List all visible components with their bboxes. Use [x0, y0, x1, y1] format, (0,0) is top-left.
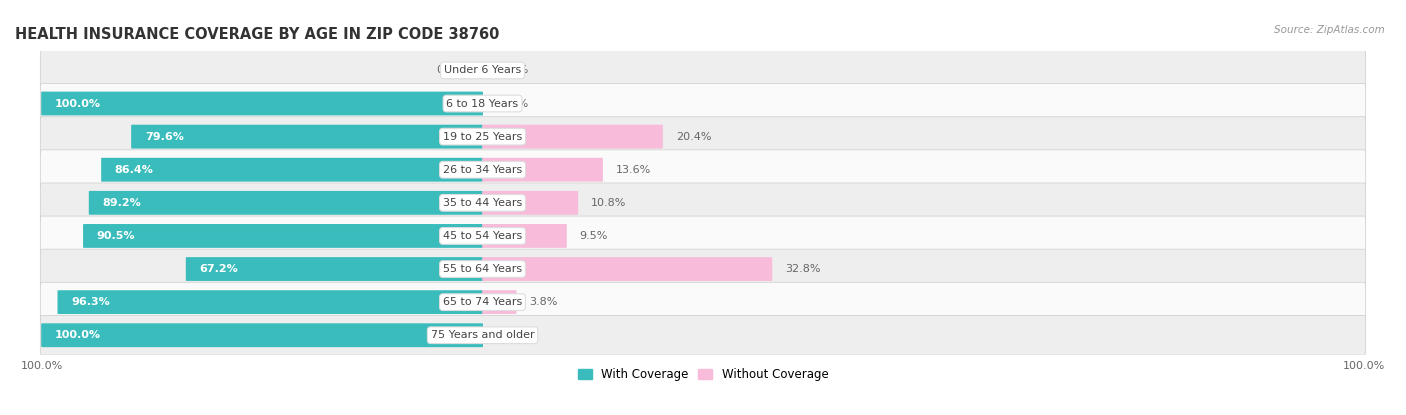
Text: HEALTH INSURANCE COVERAGE BY AGE IN ZIP CODE 38760: HEALTH INSURANCE COVERAGE BY AGE IN ZIP …: [15, 27, 499, 42]
Text: 100.0%: 100.0%: [55, 330, 101, 340]
FancyBboxPatch shape: [41, 323, 484, 347]
Text: 13.6%: 13.6%: [616, 165, 651, 175]
Text: 0.0%: 0.0%: [501, 330, 529, 340]
Text: 10.8%: 10.8%: [591, 198, 627, 208]
FancyBboxPatch shape: [58, 290, 484, 314]
FancyBboxPatch shape: [41, 216, 1365, 256]
Text: 19 to 25 Years: 19 to 25 Years: [443, 132, 522, 142]
FancyBboxPatch shape: [89, 191, 484, 215]
FancyBboxPatch shape: [131, 125, 484, 149]
FancyBboxPatch shape: [482, 125, 662, 149]
Text: 100.0%: 100.0%: [55, 98, 101, 109]
Text: 26 to 34 Years: 26 to 34 Years: [443, 165, 522, 175]
Text: 75 Years and older: 75 Years and older: [430, 330, 534, 340]
FancyBboxPatch shape: [482, 257, 772, 281]
Text: 0.0%: 0.0%: [501, 98, 529, 109]
Text: 86.4%: 86.4%: [115, 165, 153, 175]
FancyBboxPatch shape: [83, 224, 484, 248]
Text: 35 to 44 Years: 35 to 44 Years: [443, 198, 522, 208]
FancyBboxPatch shape: [482, 158, 603, 182]
Text: 6 to 18 Years: 6 to 18 Years: [447, 98, 519, 109]
FancyBboxPatch shape: [41, 92, 484, 115]
Text: 96.3%: 96.3%: [72, 297, 110, 307]
Legend: With Coverage, Without Coverage: With Coverage, Without Coverage: [572, 363, 834, 386]
Text: 79.6%: 79.6%: [145, 132, 184, 142]
FancyBboxPatch shape: [41, 282, 1365, 322]
FancyBboxPatch shape: [482, 290, 516, 314]
Text: 32.8%: 32.8%: [785, 264, 821, 274]
FancyBboxPatch shape: [41, 315, 1365, 355]
Text: Source: ZipAtlas.com: Source: ZipAtlas.com: [1274, 25, 1385, 35]
FancyBboxPatch shape: [41, 249, 1365, 289]
Text: 0.0%: 0.0%: [437, 66, 465, 76]
Text: 55 to 64 Years: 55 to 64 Years: [443, 264, 522, 274]
FancyBboxPatch shape: [41, 84, 1365, 123]
Text: 67.2%: 67.2%: [200, 264, 238, 274]
FancyBboxPatch shape: [41, 117, 1365, 156]
Text: 90.5%: 90.5%: [97, 231, 135, 241]
Text: 0.0%: 0.0%: [501, 66, 529, 76]
Text: Under 6 Years: Under 6 Years: [444, 66, 522, 76]
FancyBboxPatch shape: [41, 51, 1365, 90]
FancyBboxPatch shape: [186, 257, 484, 281]
Text: 65 to 74 Years: 65 to 74 Years: [443, 297, 522, 307]
FancyBboxPatch shape: [101, 158, 484, 182]
FancyBboxPatch shape: [41, 183, 1365, 223]
Text: 20.4%: 20.4%: [676, 132, 711, 142]
FancyBboxPatch shape: [482, 224, 567, 248]
Text: 45 to 54 Years: 45 to 54 Years: [443, 231, 522, 241]
Text: 89.2%: 89.2%: [103, 198, 141, 208]
FancyBboxPatch shape: [41, 150, 1365, 190]
Text: 9.5%: 9.5%: [579, 231, 607, 241]
FancyBboxPatch shape: [482, 191, 578, 215]
Text: 3.8%: 3.8%: [529, 297, 558, 307]
